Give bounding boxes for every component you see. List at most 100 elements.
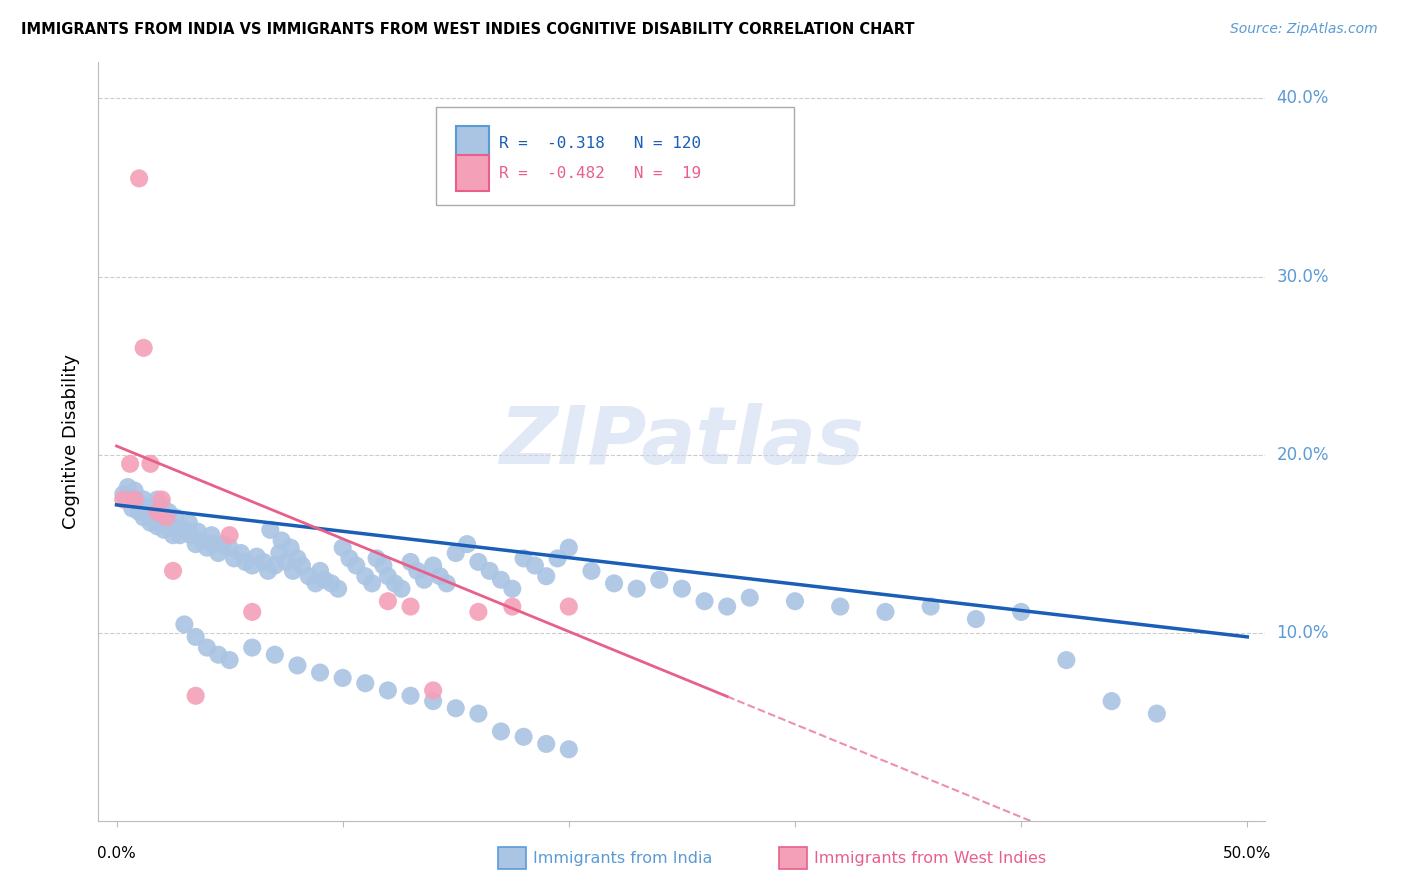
Point	[276, 555, 298, 569]
Point	[693, 594, 716, 608]
Point	[139, 516, 162, 530]
Point	[155, 510, 177, 524]
Point	[135, 501, 157, 516]
Point	[131, 498, 153, 512]
Text: ZIPatlas: ZIPatlas	[499, 402, 865, 481]
Point	[501, 582, 523, 596]
Point	[218, 541, 240, 555]
Point	[444, 546, 467, 560]
Point	[489, 573, 512, 587]
Point	[406, 564, 429, 578]
Point	[1054, 653, 1077, 667]
Point	[1010, 605, 1032, 619]
Point	[195, 541, 218, 555]
Text: 40.0%: 40.0%	[1277, 89, 1329, 107]
Point	[377, 569, 399, 583]
Text: Immigrants from West Indies: Immigrants from West Indies	[814, 851, 1046, 865]
Point	[191, 533, 214, 548]
Point	[377, 594, 399, 608]
Point	[128, 171, 150, 186]
Point	[467, 555, 489, 569]
Point	[142, 505, 165, 519]
Point	[155, 514, 177, 528]
Point	[648, 573, 671, 587]
Point	[218, 653, 240, 667]
Point	[173, 523, 195, 537]
Text: 20.0%: 20.0%	[1277, 446, 1329, 464]
Point	[132, 492, 155, 507]
Point	[263, 558, 285, 573]
Point	[429, 569, 451, 583]
Point	[328, 582, 350, 596]
Point	[287, 658, 309, 673]
Point	[124, 492, 146, 507]
Point	[391, 582, 413, 596]
Point	[246, 549, 269, 564]
Point	[332, 541, 354, 555]
Point	[354, 569, 377, 583]
Point	[259, 523, 281, 537]
Point	[157, 505, 180, 519]
Point	[187, 524, 209, 539]
Point	[200, 528, 222, 542]
Point	[399, 689, 422, 703]
Point	[558, 742, 581, 756]
Point	[304, 576, 326, 591]
Point	[467, 706, 489, 721]
Point	[240, 558, 263, 573]
Point	[399, 555, 422, 569]
Point	[117, 480, 139, 494]
Point	[321, 576, 343, 591]
Point	[132, 510, 155, 524]
Point	[875, 605, 897, 619]
Point	[783, 594, 806, 608]
Point	[309, 665, 332, 680]
Text: 50.0%: 50.0%	[1223, 846, 1271, 861]
Point	[169, 528, 191, 542]
Point	[291, 558, 314, 573]
Point	[150, 498, 173, 512]
Point	[195, 640, 218, 655]
Point	[377, 683, 399, 698]
Point	[280, 541, 302, 555]
Point	[373, 558, 395, 573]
Point	[716, 599, 738, 614]
Point	[534, 737, 557, 751]
Point	[177, 516, 200, 530]
Point	[671, 582, 693, 596]
Point	[965, 612, 987, 626]
Point	[146, 519, 169, 533]
Point	[512, 551, 534, 566]
Text: 0.0%: 0.0%	[97, 846, 136, 861]
Point	[202, 537, 225, 551]
Point	[120, 457, 142, 471]
Text: Source: ZipAtlas.com: Source: ZipAtlas.com	[1230, 22, 1378, 37]
Point	[534, 569, 557, 583]
Point	[132, 341, 155, 355]
Point	[269, 546, 291, 560]
Point	[444, 701, 467, 715]
Point	[146, 492, 169, 507]
Point	[558, 599, 581, 614]
Point	[456, 537, 478, 551]
Point	[162, 564, 184, 578]
Point	[467, 605, 489, 619]
Text: R =  -0.482   N =  19: R = -0.482 N = 19	[499, 166, 702, 180]
Point	[422, 558, 444, 573]
Point	[124, 483, 146, 498]
Point	[920, 599, 942, 614]
Point	[112, 487, 135, 501]
Point	[139, 457, 162, 471]
Point	[263, 648, 285, 662]
Point	[121, 501, 143, 516]
Point	[124, 492, 146, 507]
Point	[162, 519, 184, 533]
Point	[366, 551, 388, 566]
Point	[218, 528, 240, 542]
Point	[298, 569, 321, 583]
Point	[240, 640, 263, 655]
Point	[309, 564, 332, 578]
Point	[165, 510, 187, 524]
Point	[738, 591, 761, 605]
Point	[523, 558, 546, 573]
